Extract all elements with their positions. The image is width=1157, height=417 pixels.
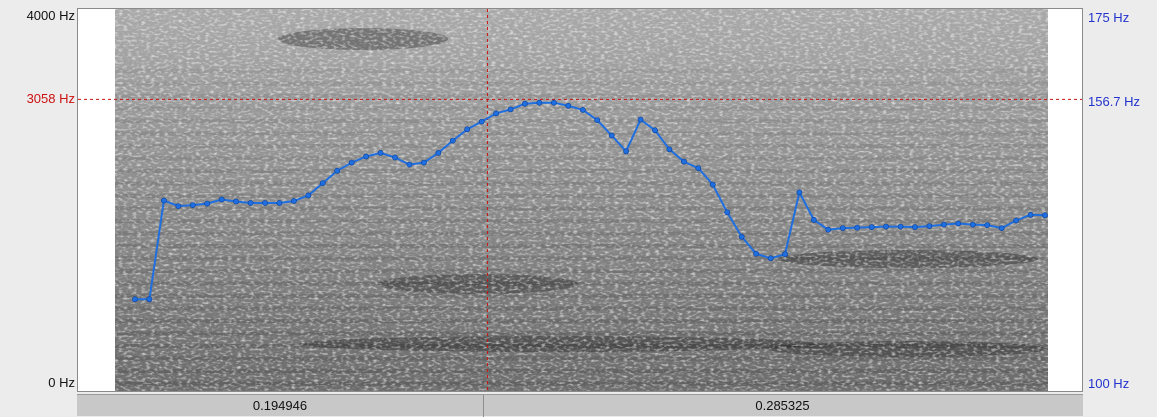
pitch-point [969, 221, 976, 228]
pitch-point [594, 117, 601, 123]
pitch-point [825, 226, 832, 233]
spectrogram-speckle [115, 9, 1048, 391]
pitch-point [334, 167, 341, 174]
pitch-point [666, 146, 673, 153]
pitch-point [1013, 217, 1019, 224]
pitch-point [897, 223, 904, 230]
pitch-point [290, 198, 297, 204]
freq-axis-min-label: 0 Hz [48, 375, 75, 390]
pitch-point [883, 223, 889, 230]
pitch-point [912, 224, 918, 230]
time-segment-before-cursor[interactable]: 0.194946 [77, 395, 484, 417]
pitch-point [796, 189, 803, 196]
pitch-point [348, 159, 355, 166]
cursor-pitch-label: 156.7 Hz [1088, 94, 1141, 109]
pitch-point [579, 107, 586, 113]
spectrogram-plot[interactable] [77, 8, 1083, 392]
pitch-point [681, 158, 687, 165]
pitch-point [753, 250, 759, 257]
pitch-point [406, 161, 413, 168]
time-value-before-cursor: 0.194946 [252, 398, 308, 413]
pitch-point [536, 99, 543, 106]
pitch-point [493, 110, 499, 117]
pitch-point [1027, 211, 1034, 218]
pitch-point [623, 148, 629, 155]
pitch-axis-max-label: 175 Hz [1088, 10, 1130, 25]
pitch-point [175, 203, 182, 209]
pitch-point [652, 127, 658, 134]
pitch-point [189, 202, 196, 208]
pitch-point [464, 126, 471, 133]
pitch-point [449, 137, 456, 144]
pitch-point [233, 198, 239, 205]
pitch-point [247, 200, 254, 206]
pitch-point [738, 233, 745, 240]
pitch-point [435, 149, 442, 156]
spectrogram-svg [78, 9, 1082, 391]
pitch-point [1042, 212, 1048, 219]
pitch-point [377, 149, 384, 156]
pitch-point [132, 296, 138, 303]
pitch-point [637, 116, 644, 123]
pitch-point [868, 224, 875, 230]
pitch-point [161, 197, 167, 204]
pitch-point [608, 132, 615, 139]
pitch-point [319, 180, 326, 186]
pitch-point [363, 153, 369, 160]
freq-axis-max-label: 4000 Hz [26, 8, 75, 23]
pitch-point [276, 200, 283, 206]
pitch-point [724, 209, 731, 216]
pitch-point [767, 255, 774, 262]
cursor-frequency-label: 3058 Hz [26, 91, 75, 106]
pitch-point [262, 200, 268, 206]
pitch-point [507, 106, 514, 113]
pitch-axis-min-label: 100 Hz [1088, 376, 1130, 391]
pitch-point [305, 192, 312, 199]
pitch-point [478, 118, 485, 125]
pitch-point [565, 102, 572, 109]
time-selection-bar[interactable]: 0.194946 0.285325 [77, 394, 1083, 417]
pitch-point [218, 196, 225, 203]
pitch-point [146, 296, 153, 303]
pitch-contour-line [135, 101, 1046, 301]
pitch-point [204, 200, 211, 207]
pitch-point [926, 223, 933, 229]
pitch-points [132, 99, 1048, 303]
pitch-point [998, 225, 1005, 231]
pitch-point [984, 222, 991, 228]
pitch-point [392, 154, 398, 161]
pitch-point [955, 220, 962, 227]
pitch-point [695, 165, 702, 172]
time-value-after-cursor: 0.285325 [755, 398, 810, 413]
pitch-point [550, 99, 557, 106]
pitch-point [420, 159, 427, 166]
pitch-point [854, 224, 861, 231]
pitch-point [782, 251, 788, 258]
time-segment-after-cursor[interactable]: 0.285325 [484, 395, 1081, 417]
pitch-point [941, 221, 947, 228]
pitch-point [839, 225, 846, 231]
pitch-point [522, 100, 528, 107]
pitch-point [709, 181, 716, 188]
pitch-point [811, 216, 817, 223]
